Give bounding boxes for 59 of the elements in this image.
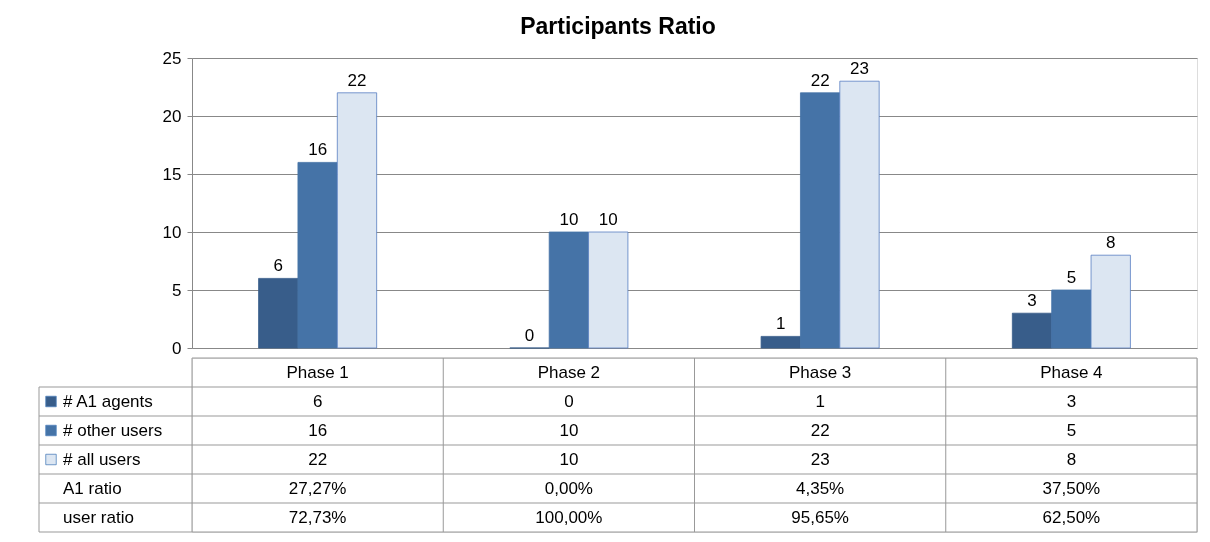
text: 72,73% xyxy=(288,507,347,527)
data-label: 23 xyxy=(850,59,869,79)
text: 1 xyxy=(815,391,825,411)
data-label: 22 xyxy=(810,70,830,90)
text: 10 xyxy=(559,420,579,440)
x-tick-label: Phase 4 xyxy=(1040,362,1103,382)
legend-label: # A1 agents xyxy=(63,391,153,411)
x-tick-label: Phase 3 xyxy=(788,362,852,382)
text: user ratio xyxy=(63,507,134,527)
text: 22 xyxy=(308,449,328,469)
data-label: 3 xyxy=(1027,291,1037,311)
text: 23 xyxy=(810,449,830,469)
data-label: 0 xyxy=(524,326,535,345)
bar xyxy=(588,231,629,349)
bar xyxy=(760,336,801,349)
bar xyxy=(336,92,378,349)
bar xyxy=(800,92,841,349)
text: 27,27% xyxy=(288,478,347,498)
text: 3 xyxy=(1066,391,1077,411)
bar xyxy=(1090,254,1131,349)
bar xyxy=(258,278,299,349)
legend-label: # other users xyxy=(63,420,163,440)
data-label: 6 xyxy=(273,256,283,276)
text: 37,50% xyxy=(1042,478,1101,498)
bar xyxy=(548,231,589,349)
data-label: 16 xyxy=(308,140,328,160)
bar xyxy=(1051,289,1092,349)
y-tick-label: 15 xyxy=(162,164,182,184)
bar xyxy=(1011,312,1053,349)
data-label: 10 xyxy=(559,210,579,229)
y-tick-label: 20 xyxy=(162,106,182,126)
x-tick-label: Phase 2 xyxy=(537,362,601,382)
data-label: 5 xyxy=(1066,268,1077,287)
text: 22 xyxy=(810,420,830,440)
text: 6 xyxy=(312,391,323,411)
data-label: 1 xyxy=(776,314,786,334)
text: 16 xyxy=(308,420,328,440)
text: A1 ratio xyxy=(63,478,122,498)
y-tick-label: 25 xyxy=(162,48,182,68)
text: 10 xyxy=(559,449,579,469)
y-tick-label: 5 xyxy=(172,280,182,300)
data-label: 10 xyxy=(598,210,618,229)
bar xyxy=(297,162,338,349)
text: 5 xyxy=(1066,420,1077,440)
text: 8 xyxy=(1066,449,1077,469)
y-tick-label: 0 xyxy=(172,338,182,358)
y-tick-label: 10 xyxy=(162,222,182,242)
data-label: 8 xyxy=(1106,233,1116,253)
data-label: 22 xyxy=(347,70,367,90)
text: 0,00% xyxy=(544,478,593,498)
text: 0 xyxy=(564,391,574,411)
text: 62,50% xyxy=(1042,507,1101,527)
x-tick-label: Phase 1 xyxy=(286,362,349,382)
chart-title: Participants Ratio xyxy=(520,12,716,39)
text: 4,35% xyxy=(796,478,845,498)
legend-label: # all users xyxy=(63,449,141,469)
text: 95,65% xyxy=(791,507,849,527)
bar xyxy=(839,80,880,349)
text: 100,00% xyxy=(535,507,603,527)
